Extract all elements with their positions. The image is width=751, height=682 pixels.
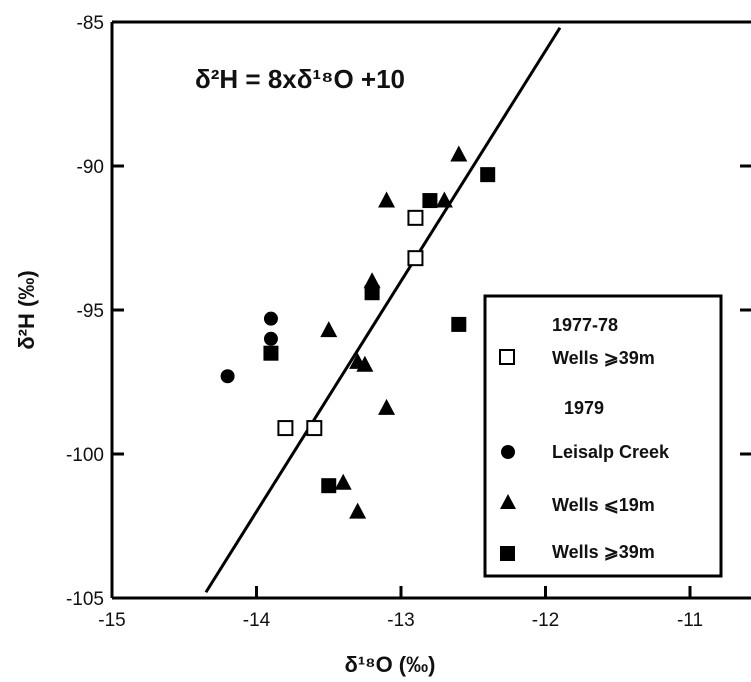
y-tick-label: -90 — [77, 157, 104, 178]
legend-label-leisalp-creek: Leisalp Creek — [552, 442, 670, 462]
x-axis-title: δ¹⁸O (‰) — [345, 652, 436, 677]
legend-heading-1977-78: 1977-78 — [552, 315, 618, 335]
x-tick-label: -14 — [243, 610, 271, 631]
data-point-filled-triangle — [450, 145, 468, 162]
legend-label-wells-19m: Wells ⩽19m — [552, 495, 655, 515]
legend-label-wells-39m-1977: Wells ⩾39m — [552, 348, 655, 368]
data-point-open-square — [407, 209, 424, 226]
data-point-filled-square — [364, 285, 380, 301]
data-point-filled-circle — [263, 331, 278, 346]
x-tick-label: -15 — [98, 610, 125, 631]
data-point-filled-triangle — [320, 321, 338, 338]
data-point-filled-triangle — [356, 355, 374, 372]
data-point-open-square — [306, 420, 323, 437]
data-points — [220, 145, 496, 519]
legend: 1977-78 Wells ⩾39m 1979 Leisalp Creek We… — [483, 294, 723, 578]
data-point-filled-circle — [220, 369, 235, 384]
data-point-filled-triangle — [334, 473, 352, 490]
y-tick-label: -105 — [66, 589, 104, 610]
filled-triangle-icon — [500, 494, 516, 509]
data-point-open-square — [277, 420, 294, 437]
axis-ticks: -15 -14 -13 -12 -11 -85 -90 -95 -100 -105 — [66, 13, 703, 631]
data-point-filled-triangle — [378, 191, 396, 208]
legend-heading-1979: 1979 — [564, 398, 604, 418]
right-axis-ticks — [740, 20, 751, 600]
data-point-filled-square — [263, 345, 279, 361]
data-point-filled-square — [422, 193, 438, 209]
y-tick-label: -100 — [66, 445, 104, 466]
filled-circle-icon — [501, 445, 515, 459]
legend-label-wells-39m-1979: Wells ⩾39m — [552, 542, 655, 562]
data-point-filled-square — [480, 167, 496, 183]
meteoric-water-line — [204, 26, 562, 594]
x-tick-label: -13 — [387, 610, 414, 631]
data-point-filled-triangle — [349, 502, 367, 519]
data-point-filled-triangle — [378, 398, 396, 415]
data-point-filled-triangle — [435, 191, 453, 208]
filled-square-icon — [500, 546, 515, 561]
y-tick-label: -95 — [77, 301, 104, 322]
y-tick-label: -85 — [77, 13, 104, 34]
open-square-icon — [499, 349, 515, 365]
legend-box — [483, 294, 723, 578]
x-tick-label: -12 — [532, 610, 559, 631]
data-point-filled-square — [451, 316, 467, 332]
data-point-filled-square — [321, 478, 337, 494]
x-tick-label: -11 — [677, 610, 703, 631]
data-point-filled-triangle — [363, 272, 381, 289]
data-point-open-square — [407, 250, 424, 267]
data-point-filled-circle — [263, 311, 278, 326]
y-axis-title: δ²H (‰) — [14, 270, 39, 349]
equation-label: δ²H = 8xδ¹⁸O +10 — [195, 64, 405, 94]
